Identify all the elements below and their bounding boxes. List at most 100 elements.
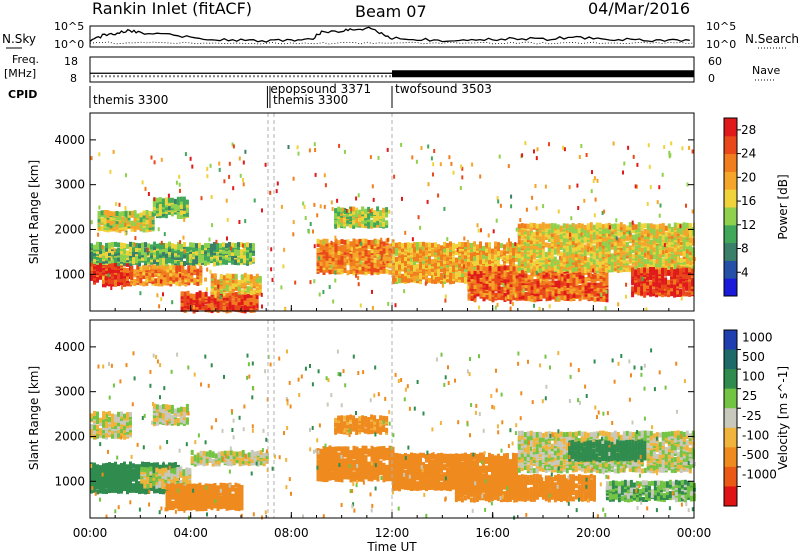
power-scatter-cell: [338, 143, 341, 148]
power-cell: [157, 271, 161, 277]
power-cell: [517, 252, 521, 257]
power-cells: [90, 141, 696, 314]
power-cell: [364, 266, 368, 272]
power-cell: [158, 207, 162, 213]
power-cell: [577, 237, 581, 243]
power-cell: [153, 245, 156, 251]
power-cell: [213, 245, 216, 251]
power-cell: [201, 244, 204, 250]
power-cell: [234, 302, 238, 308]
power-cell: [467, 266, 471, 272]
power-scatter-cell: [287, 145, 290, 149]
power-cell: [667, 258, 671, 264]
power-cell: [240, 278, 244, 284]
power-cell: [198, 260, 201, 266]
power-cell: [455, 250, 458, 255]
power-scatter-cell: [369, 209, 372, 214]
power-scatter-cell: [533, 149, 535, 154]
power-cbar-swatch: [724, 260, 737, 279]
power-cell: [509, 285, 513, 290]
power-cell: [434, 242, 437, 248]
power-cell: [557, 278, 561, 284]
power-cell: [625, 267, 629, 273]
power-scatter-cell: [494, 305, 497, 310]
power-cell: [557, 270, 561, 276]
power-cell: [592, 268, 596, 274]
power-scatter-cell: [670, 141, 673, 146]
power-cell: [559, 257, 563, 263]
power-cell: [410, 274, 413, 280]
power-cell: [349, 216, 353, 222]
power-scatter-cell: [228, 161, 231, 166]
power-cell: [228, 294, 232, 300]
power-cell: [222, 275, 226, 281]
power-cell: [334, 242, 338, 248]
power-cell: [207, 305, 211, 311]
power-cell: [255, 273, 259, 279]
power-cell: [670, 291, 674, 297]
power-cell: [652, 270, 656, 276]
power-cell: [162, 251, 165, 257]
power-cell: [340, 263, 344, 269]
power-cell: [331, 242, 335, 248]
power-cell: [541, 239, 545, 245]
power-cell: [691, 268, 695, 274]
power-scatter-cell: [371, 184, 374, 189]
power-cell: [201, 252, 204, 258]
power-cell: [523, 255, 527, 260]
power-cell: [470, 259, 473, 265]
power-cell: [599, 276, 603, 282]
power-cell: [361, 256, 365, 262]
power-scatter-cell: [548, 273, 550, 278]
power-cell: [602, 283, 606, 289]
power-cell: [118, 222, 122, 228]
power-cell: [586, 233, 590, 238]
power-scatter-cell: [677, 239, 680, 243]
power-scatter-cell: [452, 170, 455, 175]
power-cell: [252, 257, 255, 263]
power-cell: [158, 201, 162, 207]
power-cell: [184, 277, 188, 283]
power-cell: [646, 280, 650, 286]
power-cell: [355, 260, 359, 266]
power-cell: [167, 205, 171, 211]
power-cell: [431, 278, 434, 284]
power-cell: [667, 269, 671, 275]
power-cell: [661, 252, 665, 258]
power-cell: [673, 225, 677, 231]
power-cell: [114, 279, 117, 285]
power-cell: [126, 276, 129, 281]
power-cell: [163, 280, 167, 286]
power-cell: [533, 284, 537, 290]
power-cell: [177, 255, 180, 261]
power-cell: [485, 266, 489, 272]
power-cell: [170, 197, 174, 203]
power-cell: [544, 257, 548, 263]
power-cell: [631, 286, 635, 292]
power-cell: [596, 288, 600, 294]
power-cell: [428, 266, 431, 272]
power-cell: [685, 248, 689, 254]
power-cell: [679, 268, 683, 274]
power-cell: [171, 252, 174, 258]
power-cell: [625, 245, 629, 251]
power-cell: [246, 259, 249, 265]
power-cell: [673, 272, 677, 278]
power-cell: [500, 269, 504, 275]
power-cell: [164, 205, 168, 211]
power-cell: [446, 255, 449, 261]
power-cell: [598, 228, 602, 234]
power-scatter-cell: [377, 155, 380, 160]
power-cell: [544, 261, 548, 267]
power-cell: [249, 250, 252, 256]
power-scatter-cell: [563, 147, 566, 152]
power-cell: [124, 225, 128, 231]
power-cell: [464, 278, 467, 284]
power-cell: [382, 246, 386, 252]
power-cell: [509, 241, 512, 247]
power-scatter-cell: [309, 222, 312, 226]
power-cell: [550, 262, 554, 268]
power-cell: [379, 259, 383, 264]
power-cell: [682, 281, 686, 287]
power-cell: [231, 247, 234, 253]
